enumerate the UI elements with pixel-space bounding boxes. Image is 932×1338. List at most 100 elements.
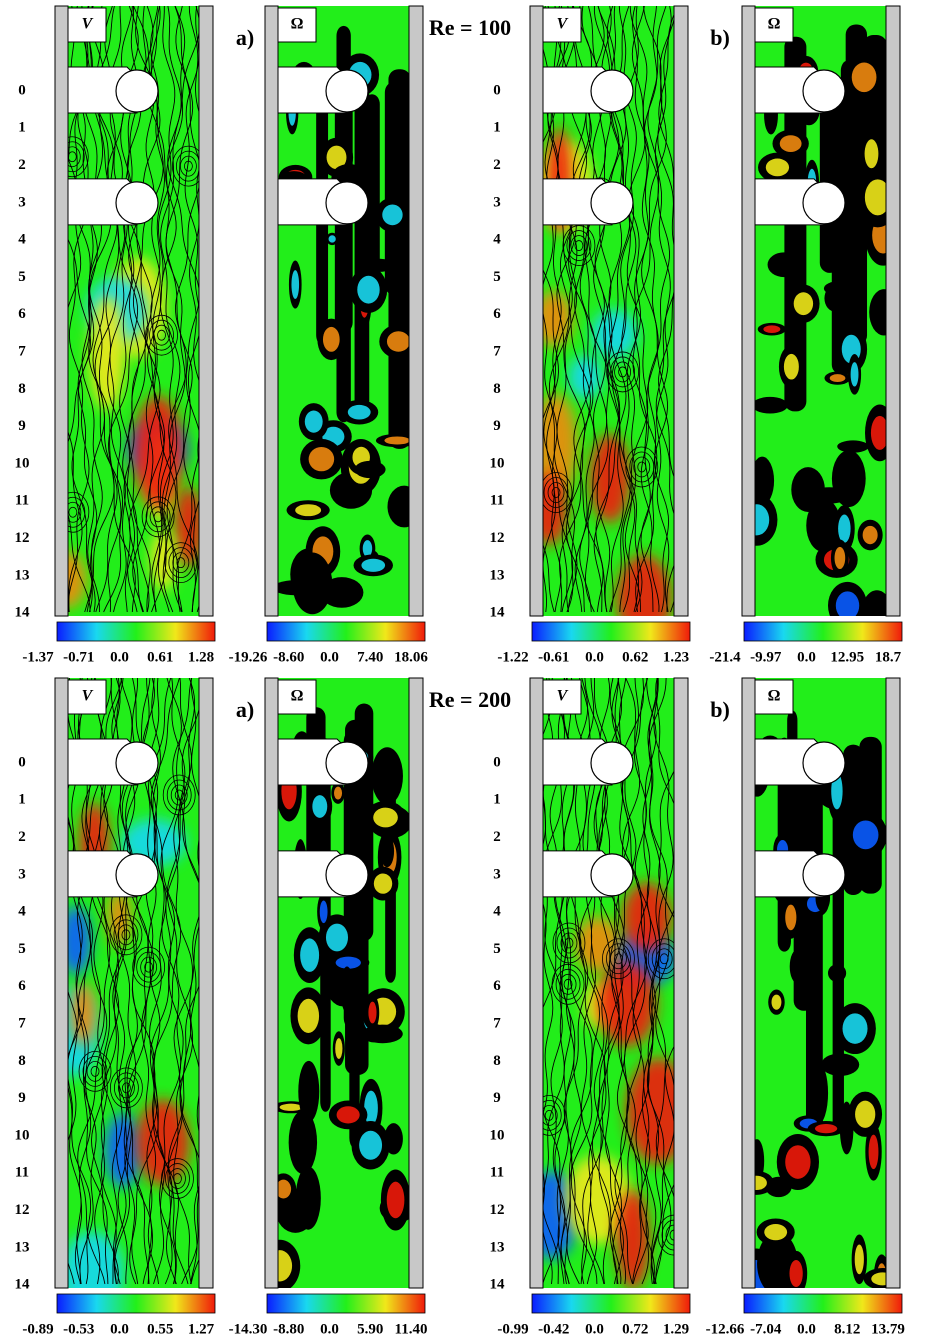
vortex: [141, 496, 175, 538]
vortex: [543, 477, 569, 508]
y-axis-label: 12: [15, 530, 30, 546]
streamline: [172, 678, 199, 1285]
vortex: [132, 946, 166, 988]
cylinder: [115, 741, 159, 785]
vorticity-core: [319, 900, 328, 924]
vortex: [543, 1099, 562, 1131]
cylinder: [590, 853, 634, 897]
vorticity-core: [278, 1250, 293, 1282]
wall: [408, 677, 424, 1289]
vortex: [552, 922, 586, 964]
wall: [529, 5, 544, 617]
cylinder: [325, 181, 369, 225]
colorbar-label: 0.0: [585, 1321, 604, 1337]
vortex: [551, 963, 585, 1005]
colorbar-label: 0.72: [622, 1321, 648, 1337]
vortex: [165, 1163, 190, 1194]
vortex: [543, 472, 573, 513]
panel: Ω -21.4 -9.97 0.0 12.95 18.7: [709, 5, 903, 665]
streamline: [183, 6, 199, 613]
vorticity-core: [793, 292, 814, 316]
colorbar-label: 0.0: [110, 649, 129, 665]
panel: Ω -12.66 -7.04 0.0 8.12 13.79: [706, 677, 905, 1337]
colorbar-label: -12.66: [706, 1321, 745, 1337]
vorticity-core: [373, 873, 393, 894]
vorticity-core: [755, 504, 770, 536]
vortex: [144, 961, 154, 973]
y-axis-label: 14: [490, 1277, 506, 1293]
vortex: [625, 446, 659, 488]
streamline: [163, 6, 186, 613]
colorbar-label: 18.06: [394, 649, 428, 665]
y-axis-label: 3: [18, 194, 26, 210]
colorbar-label: -8.80: [273, 1321, 304, 1337]
vortex: [136, 951, 162, 983]
panel-tag: a): [236, 25, 254, 50]
y-axis-label: 1: [18, 792, 26, 808]
vorticity-core: [779, 135, 802, 153]
wall: [408, 5, 424, 617]
vorticity-blob: [823, 281, 857, 296]
y-axis-label: 6: [493, 978, 501, 994]
vortex: [606, 943, 631, 975]
vorticity-core: [763, 325, 781, 333]
vorticity-core: [842, 1013, 868, 1044]
y-axis-label: 7: [18, 1016, 26, 1032]
colorbar-label: 1.27: [188, 1321, 215, 1337]
vortex: [153, 324, 170, 346]
y-axis-label: 13: [490, 567, 505, 583]
streamline: [647, 678, 662, 1285]
vortex: [145, 314, 178, 356]
colorbar: [531, 1293, 691, 1314]
vorticity-core: [304, 410, 323, 433]
y-axis-label: 9: [493, 1090, 501, 1106]
colorbar-label: 1.29: [663, 1321, 689, 1337]
colorbar: [743, 1293, 903, 1314]
streamline: [655, 17, 674, 613]
vorticity-core: [855, 1100, 876, 1128]
vortex-strip: [388, 69, 409, 449]
color-patch: [133, 395, 183, 509]
vorticity-core: [326, 145, 347, 170]
y-axis-label: 7: [18, 344, 26, 360]
streamline: [188, 6, 199, 613]
vortex: [614, 361, 632, 383]
colorbar-label: 0.0: [797, 649, 816, 665]
y-axis-label: 12: [15, 1202, 30, 1218]
y-axis-label: 4: [493, 904, 501, 920]
vorticity-core: [386, 1181, 405, 1219]
cylinder: [802, 181, 846, 225]
streamline: [145, 6, 161, 613]
vorticity-blob: [767, 252, 801, 278]
field-label-box: [277, 7, 317, 43]
vorticity-core: [783, 353, 799, 380]
vortex: [122, 1082, 131, 1094]
vortex: [171, 145, 199, 187]
vorticity-core: [368, 1001, 377, 1024]
colorbar-label: -0.61: [538, 649, 569, 665]
cylinder: [115, 181, 159, 225]
streamline: [654, 6, 672, 613]
vortex: [164, 542, 198, 584]
vortex: [551, 487, 561, 498]
vorticity-core: [357, 275, 380, 304]
streamline: [167, 6, 199, 613]
vortex: [172, 552, 190, 574]
y-axis-label: 10: [15, 1127, 30, 1143]
vorticity-blob: [371, 747, 403, 805]
vortex: [183, 160, 193, 172]
vorticity-blob: [362, 1024, 403, 1044]
vorticity-core: [789, 1259, 803, 1288]
vorticity-core: [295, 504, 322, 517]
wall: [54, 677, 69, 1289]
colorbar-label: -7.04: [750, 1321, 782, 1337]
streamline: [145, 678, 161, 1285]
streamline: [166, 678, 192, 1285]
cylinder: [590, 741, 634, 785]
field-label: V: [557, 16, 569, 33]
vortex-strip: [827, 101, 843, 259]
vortex: [655, 948, 673, 970]
vorticity-blob: [827, 964, 847, 982]
